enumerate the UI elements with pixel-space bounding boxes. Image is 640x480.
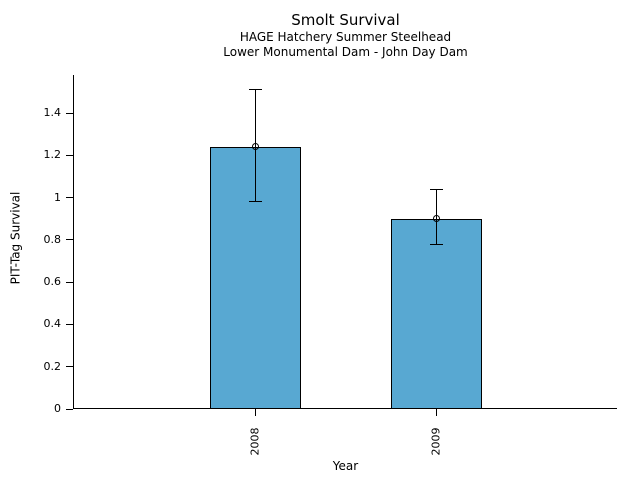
x-tick-label-text: 2009 — [429, 427, 443, 455]
x-tick — [435, 409, 437, 416]
y-tick-label: 1.2 — [43, 148, 62, 162]
y-tick-label: 0.6 — [43, 275, 62, 289]
y-tick-label: 0.8 — [43, 232, 62, 246]
x-tick-label: 2009 — [428, 421, 444, 461]
y-tick-label: 0 — [54, 402, 61, 415]
error-bar-cap-top — [429, 188, 443, 190]
point-marker-icon — [251, 143, 259, 151]
y-tick — [66, 154, 73, 156]
y-tick-label: 1.4 — [43, 106, 62, 120]
x-axis-line — [73, 408, 617, 409]
y-tick-label: 1 — [54, 190, 61, 204]
y-tick-label: 0.4 — [43, 317, 62, 331]
y-tick — [66, 239, 73, 241]
error-bar-cap-bottom — [429, 243, 443, 245]
error-bar-cap-bottom — [248, 201, 262, 203]
y-tick — [66, 281, 73, 283]
plot-area: 0 0.2 0.4 0.6 0.8 1 1.2 1.4 2008 2009 — [44, 75, 617, 455]
x-axis-label: Year — [332, 459, 359, 473]
chart-title: Smolt Survival — [291, 11, 400, 29]
x-tick — [254, 409, 256, 416]
y-tick — [66, 323, 73, 325]
y-tick — [66, 366, 73, 368]
error-bar-cap-top — [248, 89, 262, 91]
y-tick-label: 0.2 — [43, 359, 62, 373]
chart-subtitle-1: HAGE Hatchery Summer Steelhead — [239, 30, 452, 44]
y-tick — [66, 408, 73, 410]
y-tick — [66, 197, 73, 199]
y-tick — [66, 112, 73, 114]
point-marker-icon — [432, 215, 440, 223]
chart-subtitle-2: Lower Monumental Dam - John Day Dam — [223, 45, 468, 59]
x-tick-label: 2008 — [247, 421, 263, 461]
x-tick-label-text: 2008 — [248, 427, 262, 455]
bar — [390, 218, 482, 409]
y-axis-line — [73, 75, 74, 409]
